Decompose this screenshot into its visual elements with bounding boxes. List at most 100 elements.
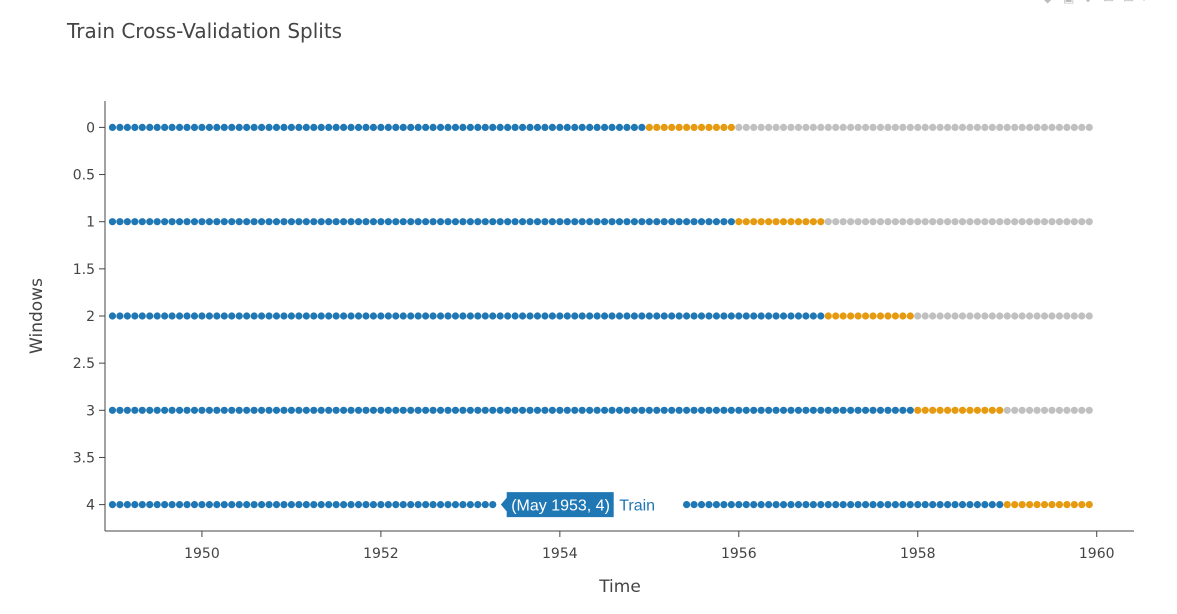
point-train[interactable]: [571, 218, 579, 226]
point-unused[interactable]: [854, 218, 862, 226]
point-train[interactable]: [899, 500, 907, 509]
point-unused[interactable]: [1070, 406, 1078, 414]
point-test[interactable]: [697, 123, 706, 132]
point-train[interactable]: [265, 123, 273, 132]
point-train[interactable]: [683, 218, 691, 226]
point-train[interactable]: [369, 312, 378, 320]
point-unused[interactable]: [1026, 123, 1034, 132]
point-train[interactable]: [608, 312, 616, 320]
point-train[interactable]: [302, 406, 310, 414]
point-train[interactable]: [533, 218, 542, 226]
point-train[interactable]: [123, 218, 131, 226]
point-train[interactable]: [459, 312, 467, 320]
point-train[interactable]: [556, 218, 564, 226]
point-train[interactable]: [235, 406, 243, 414]
point-unused[interactable]: [943, 218, 952, 226]
point-train[interactable]: [243, 500, 251, 509]
point-train[interactable]: [712, 312, 721, 320]
point-train[interactable]: [518, 312, 527, 320]
point-train[interactable]: [645, 406, 653, 414]
point-train[interactable]: [146, 123, 154, 132]
point-train[interactable]: [451, 406, 460, 414]
point-unused[interactable]: [1078, 218, 1086, 226]
point-train[interactable]: [153, 500, 161, 509]
point-train[interactable]: [511, 218, 519, 226]
point-train[interactable]: [451, 123, 460, 132]
point-train[interactable]: [175, 312, 184, 320]
point-train[interactable]: [481, 406, 489, 414]
point-train[interactable]: [608, 123, 616, 132]
point-train[interactable]: [265, 500, 273, 509]
point-train[interactable]: [198, 406, 206, 414]
point-train[interactable]: [630, 406, 639, 414]
point-unused[interactable]: [929, 312, 937, 320]
point-train[interactable]: [213, 406, 221, 414]
point-test[interactable]: [1055, 500, 1064, 509]
point-train[interactable]: [280, 123, 288, 132]
point-train[interactable]: [287, 218, 296, 226]
point-test[interactable]: [757, 218, 765, 226]
point-train[interactable]: [653, 312, 661, 320]
point-train[interactable]: [272, 123, 281, 132]
point-train[interactable]: [161, 312, 169, 320]
point-train[interactable]: [123, 500, 131, 509]
point-unused[interactable]: [1070, 312, 1078, 320]
point-train[interactable]: [384, 312, 392, 320]
point-train[interactable]: [757, 406, 765, 414]
point-test[interactable]: [996, 406, 1004, 414]
point-train[interactable]: [444, 500, 452, 509]
point-train[interactable]: [377, 218, 385, 226]
point-train[interactable]: [354, 218, 363, 226]
point-test[interactable]: [1040, 500, 1049, 509]
point-unused[interactable]: [1018, 123, 1026, 132]
point-train[interactable]: [712, 406, 721, 414]
point-train[interactable]: [384, 406, 392, 414]
point-train[interactable]: [131, 500, 139, 509]
autoscale-icon[interactable]: ▭: [1103, 0, 1117, 4]
point-train[interactable]: [436, 123, 445, 132]
point-train[interactable]: [422, 406, 430, 414]
point-unused[interactable]: [899, 123, 907, 132]
point-train[interactable]: [690, 312, 698, 320]
point-train[interactable]: [809, 406, 817, 414]
point-train[interactable]: [332, 312, 340, 320]
point-train[interactable]: [257, 218, 266, 226]
point-train[interactable]: [660, 218, 668, 226]
point-train[interactable]: [697, 500, 706, 509]
point-train[interactable]: [243, 312, 251, 320]
point-train[interactable]: [332, 500, 340, 509]
point-unused[interactable]: [966, 123, 974, 132]
point-train[interactable]: [131, 312, 139, 320]
point-train[interactable]: [578, 218, 586, 226]
point-train[interactable]: [183, 500, 191, 509]
point-unused[interactable]: [1018, 406, 1026, 414]
point-train[interactable]: [712, 218, 721, 226]
point-train[interactable]: [377, 500, 385, 509]
point-train[interactable]: [377, 406, 385, 414]
point-train[interactable]: [832, 500, 840, 509]
point-train[interactable]: [190, 500, 199, 509]
point-unused[interactable]: [1018, 218, 1026, 226]
point-unused[interactable]: [906, 123, 914, 132]
point-train[interactable]: [541, 406, 549, 414]
point-train[interactable]: [272, 312, 281, 320]
point-train[interactable]: [325, 500, 333, 509]
point-train[interactable]: [243, 123, 251, 132]
point-train[interactable]: [720, 218, 728, 226]
point-train[interactable]: [615, 123, 624, 132]
zoom-icon[interactable]: ▣: [1063, 0, 1077, 4]
point-train[interactable]: [153, 123, 161, 132]
point-unused[interactable]: [1085, 406, 1093, 414]
point-unused[interactable]: [921, 218, 929, 226]
point-train[interactable]: [705, 500, 713, 509]
point-train[interactable]: [847, 500, 855, 509]
point-train[interactable]: [727, 406, 735, 414]
point-train[interactable]: [429, 123, 437, 132]
point-test[interactable]: [765, 218, 773, 226]
point-unused[interactable]: [824, 123, 832, 132]
point-test[interactable]: [683, 123, 691, 132]
point-train[interactable]: [817, 312, 825, 320]
point-unused[interactable]: [765, 123, 773, 132]
point-test[interactable]: [988, 406, 996, 414]
point-train[interactable]: [131, 218, 139, 226]
